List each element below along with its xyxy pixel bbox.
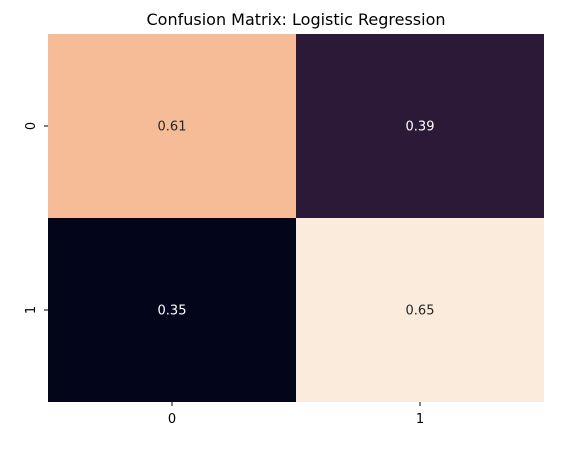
heatmap-cell-r1-c1 — [296, 218, 544, 402]
x-tick-label: 0 — [168, 412, 176, 427]
heatmap-cells — [48, 34, 544, 402]
cell-value-labels: 0.61 0.39 0.35 0.65 — [158, 120, 435, 319]
heatmap-cell-r0-c0 — [48, 34, 296, 218]
cell-value-label: 0.35 — [158, 304, 187, 319]
y-tick-label: 1 — [24, 306, 39, 314]
heatmap-cell-r1-c0 — [48, 218, 296, 402]
cell-value-label: 0.39 — [406, 120, 435, 135]
y-tick-label: 0 — [24, 122, 39, 130]
heatmap-cell-r0-c1 — [296, 34, 544, 218]
chart-title: Confusion Matrix: Logistic Regression — [147, 10, 446, 29]
cell-value-label: 0.61 — [158, 120, 187, 135]
cell-value-label: 0.65 — [406, 304, 435, 319]
x-tick-label: 1 — [416, 412, 424, 427]
axis-ticks: 0 1 0 1 — [24, 122, 424, 427]
